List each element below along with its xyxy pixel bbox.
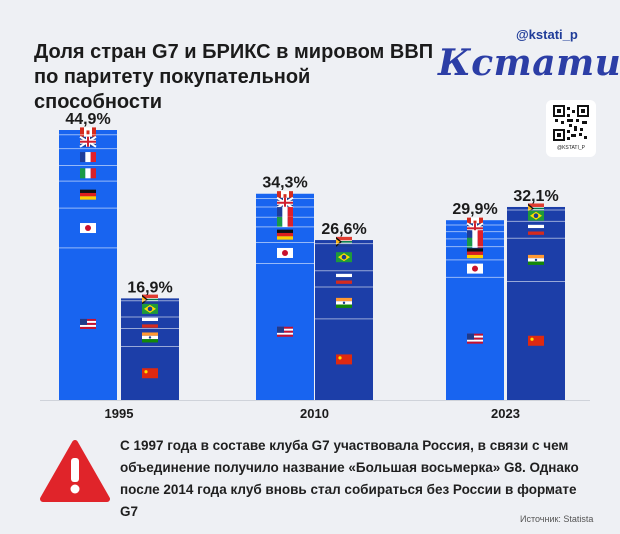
flag-india-icon <box>336 297 352 308</box>
value-label-g7-1995: 44,9% <box>65 111 110 128</box>
bar-брикс-2010-body <box>315 240 373 400</box>
brand-logo: Кстати, <box>438 42 620 84</box>
flag-india-icon <box>528 254 544 265</box>
flag-russia-icon <box>142 317 158 328</box>
bar-брикс-2023 <box>507 203 565 400</box>
qr-code-icon <box>553 105 589 141</box>
value-label-g7-2010: 34,3% <box>262 175 307 192</box>
flag-germany-icon <box>277 229 293 240</box>
chart-title: Доля стран G7 и БРИКС в мировом ВВП по п… <box>34 41 434 113</box>
flag-germany-icon <box>80 189 96 200</box>
flag-canada-icon <box>277 191 293 202</box>
flag-china-icon <box>528 335 544 346</box>
bar-брикс-1995 <box>121 294 179 400</box>
flag-canada-icon <box>467 217 483 228</box>
bar-брикс-2023-body <box>507 206 565 400</box>
bar-g7-2023 <box>446 217 504 400</box>
value-label-брикс-1995: 16,9% <box>127 279 172 296</box>
flag-italy-icon <box>80 168 96 179</box>
flag-japan-icon <box>277 247 293 258</box>
flag-russia-icon <box>528 224 544 235</box>
flag-united-states-icon <box>80 318 96 329</box>
flag-germany-icon <box>467 248 483 259</box>
flag-united-states-icon <box>277 326 293 337</box>
flag-france-icon <box>467 230 483 241</box>
qr-code-card[interactable]: @KSTATI_P <box>546 100 596 157</box>
source-label: Источник: Statista <box>520 514 594 524</box>
flag-united-states-icon <box>467 333 483 344</box>
bar-g7-2010 <box>256 191 314 400</box>
value-label-брикс-2023: 32,1% <box>513 188 558 205</box>
category-label-2010: 2010 <box>300 406 329 421</box>
flag-china-icon <box>336 354 352 365</box>
bar-g7-2010-body <box>256 193 314 400</box>
bar-g7-1995 <box>59 127 117 400</box>
bar-брикс-1995-body <box>121 298 179 400</box>
flag-italy-icon <box>467 237 483 248</box>
flag-russia-icon <box>336 273 352 284</box>
flag-italy-icon <box>277 217 293 228</box>
bar-брикс-2010 <box>315 236 373 400</box>
flag-brazil-icon <box>336 252 352 263</box>
flag-canada-icon <box>80 127 96 138</box>
qr-caption: @KSTATI_P <box>557 145 585 151</box>
flag-united-kingdom-icon <box>276 196 294 209</box>
flag-japan-icon <box>80 223 96 234</box>
value-label-g7-2023: 29,9% <box>452 201 497 218</box>
flag-france-icon <box>80 152 96 163</box>
brand-handle[interactable]: @kstati_p <box>516 27 578 42</box>
warning-icon <box>40 440 110 502</box>
flag-united-kingdom-icon <box>79 135 97 148</box>
footnote-text: С 1997 года в составе клуба G7 участвова… <box>120 438 579 519</box>
flag-india-icon <box>142 332 158 343</box>
flag-france-icon <box>277 207 293 218</box>
flag-brazil-icon <box>528 210 544 221</box>
flag-brazil-icon <box>142 303 158 314</box>
flag-japan-icon <box>467 263 483 274</box>
flag-china-icon <box>142 368 158 379</box>
category-label-2023: 2023 <box>491 406 520 421</box>
value-label-брикс-2010: 26,6% <box>321 221 366 238</box>
category-label-1995: 1995 <box>105 406 134 421</box>
flag-south-africa-icon <box>336 236 352 247</box>
